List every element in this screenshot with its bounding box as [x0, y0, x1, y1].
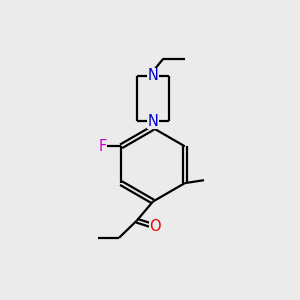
Text: F: F [99, 139, 107, 154]
Text: N: N [148, 114, 158, 129]
Text: N: N [148, 68, 158, 83]
Text: O: O [149, 219, 161, 234]
